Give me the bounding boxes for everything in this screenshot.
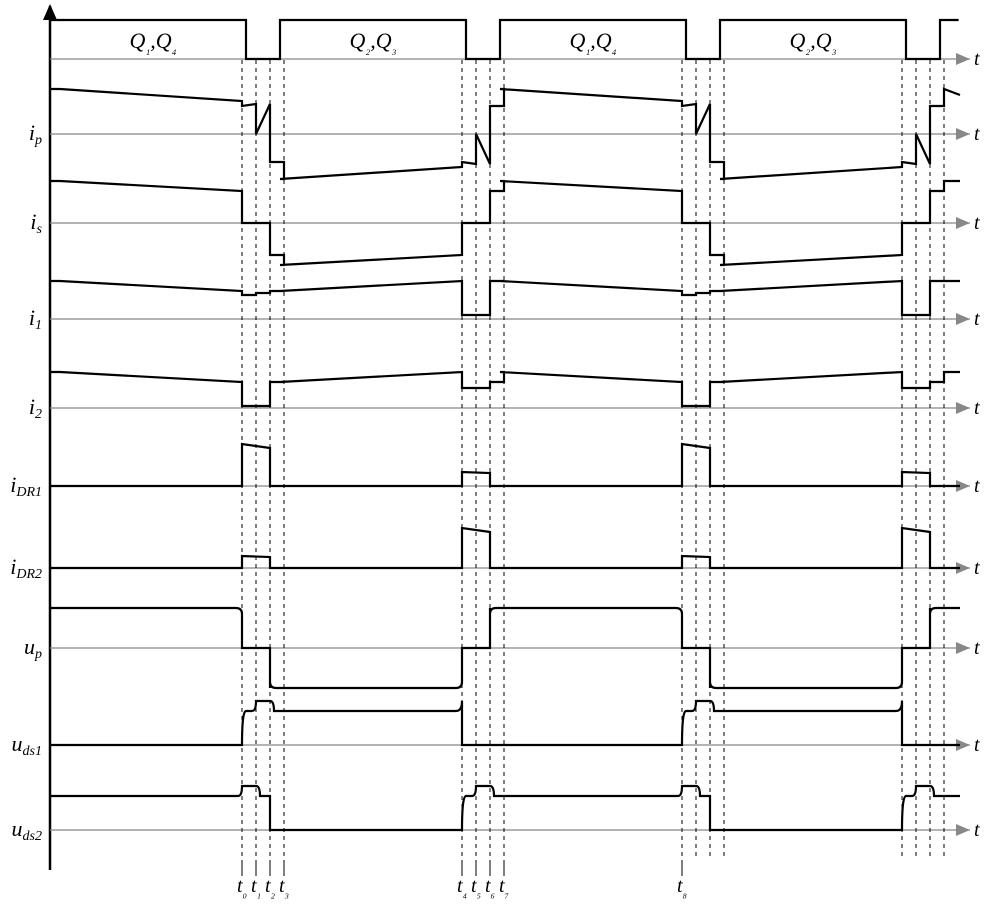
svg-text:t: t [974,123,980,145]
idr2-waveform [50,528,960,568]
row-label: iDR1 [10,472,42,500]
row-label: iDR2 [10,554,42,582]
row-label: is [30,209,42,237]
gate-label: Q₁,Q₄ [569,28,616,56]
row-label: uds2 [12,816,42,844]
timing-diagram: t t t t t t t t t t ip is i1 i2 iDR1 iDR2 up uds1 uds2 Q₁,Q… [0,0,1000,917]
time-tick-label: t₄ [457,875,468,899]
svg-text:t: t [974,734,980,756]
time-tick-label: t₆ [485,875,495,899]
i2-waveform [50,372,960,406]
time-tick-label: t₅ [471,875,481,899]
svg-text:t: t [974,308,980,330]
time-tick-label: t₀ [237,875,247,899]
svg-text:t: t [974,637,980,659]
gate-label: Q₁,Q₄ [129,28,176,56]
gate-label: Q₂,Q₃ [349,28,396,56]
svg-text:t: t [974,48,980,70]
uds2-waveform [50,786,960,830]
row-label: i1 [29,305,42,333]
svg-text:t: t [974,212,980,234]
row-label: i2 [29,394,42,422]
time-tick-label: t₃ [279,875,289,899]
i1-waveform [50,281,960,315]
row-label: uds1 [12,731,42,759]
svg-text:t: t [974,557,980,579]
idr1-waveform [50,444,960,486]
time-tick-label: t₁ [251,875,261,899]
gate-label: Q₂,Q₃ [789,28,836,56]
time-tick-label: t₂ [265,875,276,899]
time-tick-label: t₈ [677,875,688,899]
row-label: up [24,634,42,662]
svg-text:t: t [974,397,980,419]
time-tick-label: t₇ [499,875,510,899]
uds1-waveform [50,701,960,745]
row-label: ip [29,120,42,148]
svg-text:t: t [974,475,980,497]
svg-text:t: t [974,819,980,841]
